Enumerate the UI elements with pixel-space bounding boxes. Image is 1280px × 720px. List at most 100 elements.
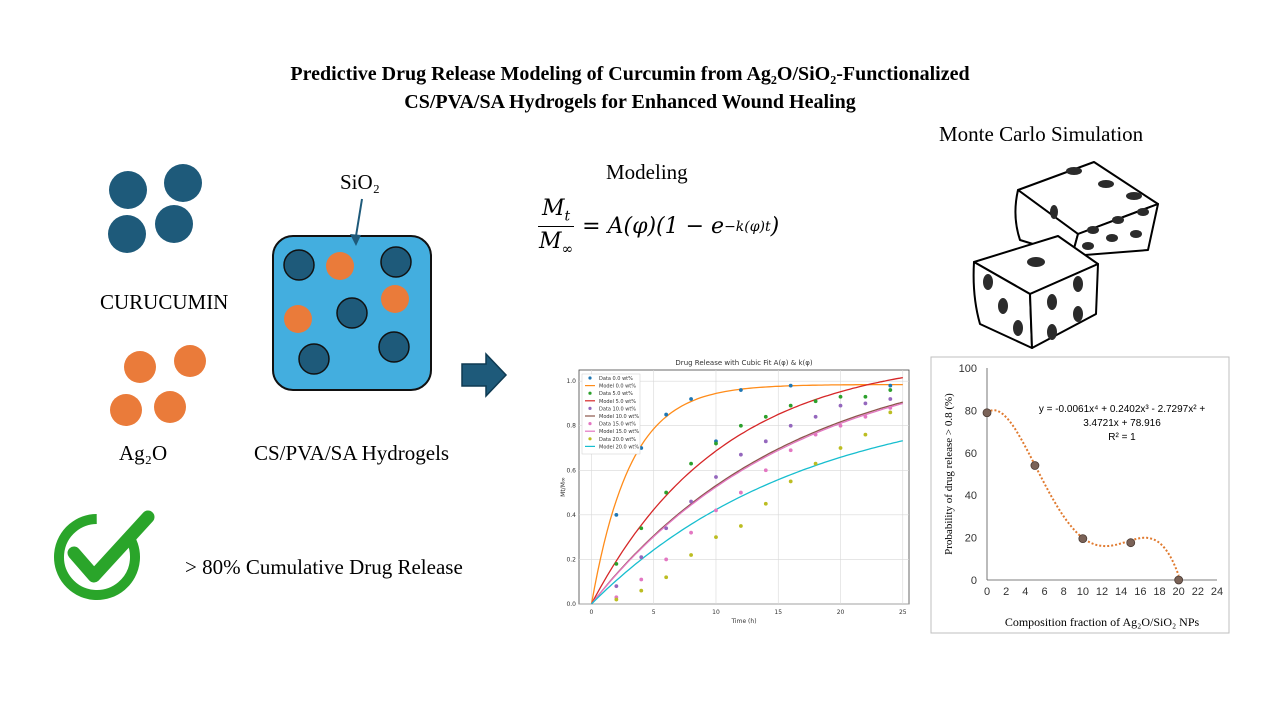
data-point bbox=[982, 408, 992, 418]
legend-label: Data 10.0 wt% bbox=[599, 406, 636, 412]
data-point bbox=[788, 448, 793, 453]
eq-rhs-exponent: −k(φ)t bbox=[724, 218, 771, 235]
data-point bbox=[614, 597, 619, 602]
data-point bbox=[763, 501, 768, 506]
check-icon bbox=[54, 510, 155, 600]
x-tick-label: 6 bbox=[1041, 586, 1047, 598]
x-tick-label: 10 bbox=[712, 609, 720, 616]
y-tick-label: 0.4 bbox=[566, 512, 576, 519]
data-point bbox=[863, 401, 868, 406]
legend-label: Data 20.0 wt% bbox=[599, 437, 636, 443]
x-axis-label: Composition fraction of Ag₂O/SiO₂ NPs bbox=[1005, 615, 1200, 629]
legend-label: Model 10.0 wt% bbox=[599, 414, 639, 420]
data-point bbox=[639, 588, 644, 593]
legend-marker bbox=[588, 422, 592, 426]
legend-label: Model 15.0 wt% bbox=[599, 429, 639, 435]
x-tick-label: 10 bbox=[1077, 586, 1089, 598]
y-tick-label: 20 bbox=[965, 533, 977, 545]
y-tick-label: 0.2 bbox=[566, 556, 576, 563]
y-tick-label: 100 bbox=[959, 363, 977, 375]
x-tick-label: 15 bbox=[774, 609, 782, 616]
data-point bbox=[689, 499, 693, 504]
legend-label: Data 0.0 wt% bbox=[599, 376, 633, 382]
eq-rhs-part1: = A(φ)(1 − e bbox=[582, 214, 725, 240]
dice-icon bbox=[972, 161, 1159, 349]
data-point bbox=[888, 383, 893, 388]
data-point bbox=[763, 468, 768, 473]
data-point bbox=[1078, 534, 1088, 544]
x-tick-label: 8 bbox=[1061, 586, 1067, 598]
data-point bbox=[738, 423, 743, 428]
model-curve bbox=[590, 383, 903, 605]
data-point bbox=[813, 461, 818, 466]
chart-title: Drug Release with Cubic Fit A(φ) & k(φ) bbox=[675, 359, 812, 367]
eq-denominator: M bbox=[538, 229, 562, 255]
data-point bbox=[664, 575, 669, 580]
y-tick-label: 0 bbox=[971, 575, 977, 587]
data-point bbox=[838, 394, 843, 399]
data-point bbox=[639, 526, 644, 531]
sio2-label: SiO₂ bbox=[340, 170, 381, 194]
x-tick-label: 16 bbox=[1134, 586, 1146, 598]
ag2o-particle bbox=[154, 391, 186, 423]
data-point bbox=[738, 388, 743, 392]
data-point bbox=[888, 397, 893, 401]
x-tick-label: 24 bbox=[1211, 586, 1223, 598]
eq-rhs-part2: ) bbox=[770, 214, 780, 240]
data-point bbox=[738, 524, 743, 528]
data-point bbox=[813, 432, 818, 437]
y-tick-label: 0.0 bbox=[566, 601, 576, 608]
ag2o-particles bbox=[110, 345, 206, 426]
ag2o-particle bbox=[174, 345, 206, 377]
curcumin-label: CURUCUMIN bbox=[100, 290, 229, 314]
figure-title: Predictive Drug Release Modeling of Curc… bbox=[0, 60, 1260, 116]
data-point bbox=[738, 490, 743, 495]
release-equation: Mt M∞ = A(φ)(1 − e −k(φ)t) bbox=[538, 196, 779, 258]
data-point bbox=[813, 399, 818, 404]
y-tick-label: 0.8 bbox=[566, 423, 576, 430]
y-tick-label: 80 bbox=[965, 405, 977, 417]
r-squared-label: R² = 1 bbox=[1108, 432, 1136, 443]
model-curve bbox=[591, 440, 903, 605]
legend-marker bbox=[588, 376, 592, 380]
equation-fraction: Mt M∞ bbox=[538, 196, 575, 258]
hydrogel-particles bbox=[283, 246, 412, 375]
schematic-illustration bbox=[54, 164, 508, 600]
legend-label: Data 15.0 wt% bbox=[599, 422, 636, 428]
legend-label: Model 0.0 wt% bbox=[599, 384, 636, 390]
data-point bbox=[689, 530, 693, 535]
data-point bbox=[863, 432, 868, 437]
curcumin-particles bbox=[108, 164, 202, 253]
x-tick-label: 20 bbox=[837, 609, 845, 616]
eq-numerator: M bbox=[542, 196, 565, 221]
legend-label: Model 5.0 wt% bbox=[599, 399, 636, 405]
data-point bbox=[689, 553, 693, 557]
curcumin-particle bbox=[155, 205, 193, 243]
data-point bbox=[838, 446, 843, 450]
y-tick-label: 0.6 bbox=[566, 467, 576, 474]
x-tick-label: 18 bbox=[1153, 586, 1165, 598]
chart-frame bbox=[930, 356, 1230, 634]
data-point bbox=[614, 584, 619, 589]
data-point bbox=[714, 535, 718, 540]
data-point bbox=[664, 490, 669, 495]
data-point bbox=[838, 423, 843, 428]
x-tick-label: 12 bbox=[1096, 586, 1108, 598]
monte-carlo-label: Monte Carlo Simulation bbox=[939, 122, 1144, 146]
data-point bbox=[888, 410, 893, 415]
trend-equation-line-1: y = -0.0061x⁴ + 0.2402x³ - 2.7297x² + bbox=[1039, 404, 1206, 415]
data-point bbox=[1030, 461, 1040, 470]
legend-box bbox=[581, 373, 641, 455]
hydrogel-label: CS/PVA/SA Hydrogels bbox=[254, 441, 450, 465]
x-tick-label: 14 bbox=[1115, 586, 1127, 598]
x-tick-label: 0 bbox=[984, 586, 990, 598]
trend-equation-line-2: 3.4721x + 78.916 bbox=[1083, 418, 1161, 429]
data-point bbox=[813, 414, 818, 419]
data-point bbox=[863, 394, 868, 399]
data-point bbox=[738, 452, 743, 457]
data-point bbox=[863, 414, 868, 419]
data-point bbox=[614, 561, 619, 566]
y-axis-label: Probability of drug release > 0.8 (%) bbox=[943, 393, 955, 555]
x-tick-label: 25 bbox=[899, 609, 907, 616]
